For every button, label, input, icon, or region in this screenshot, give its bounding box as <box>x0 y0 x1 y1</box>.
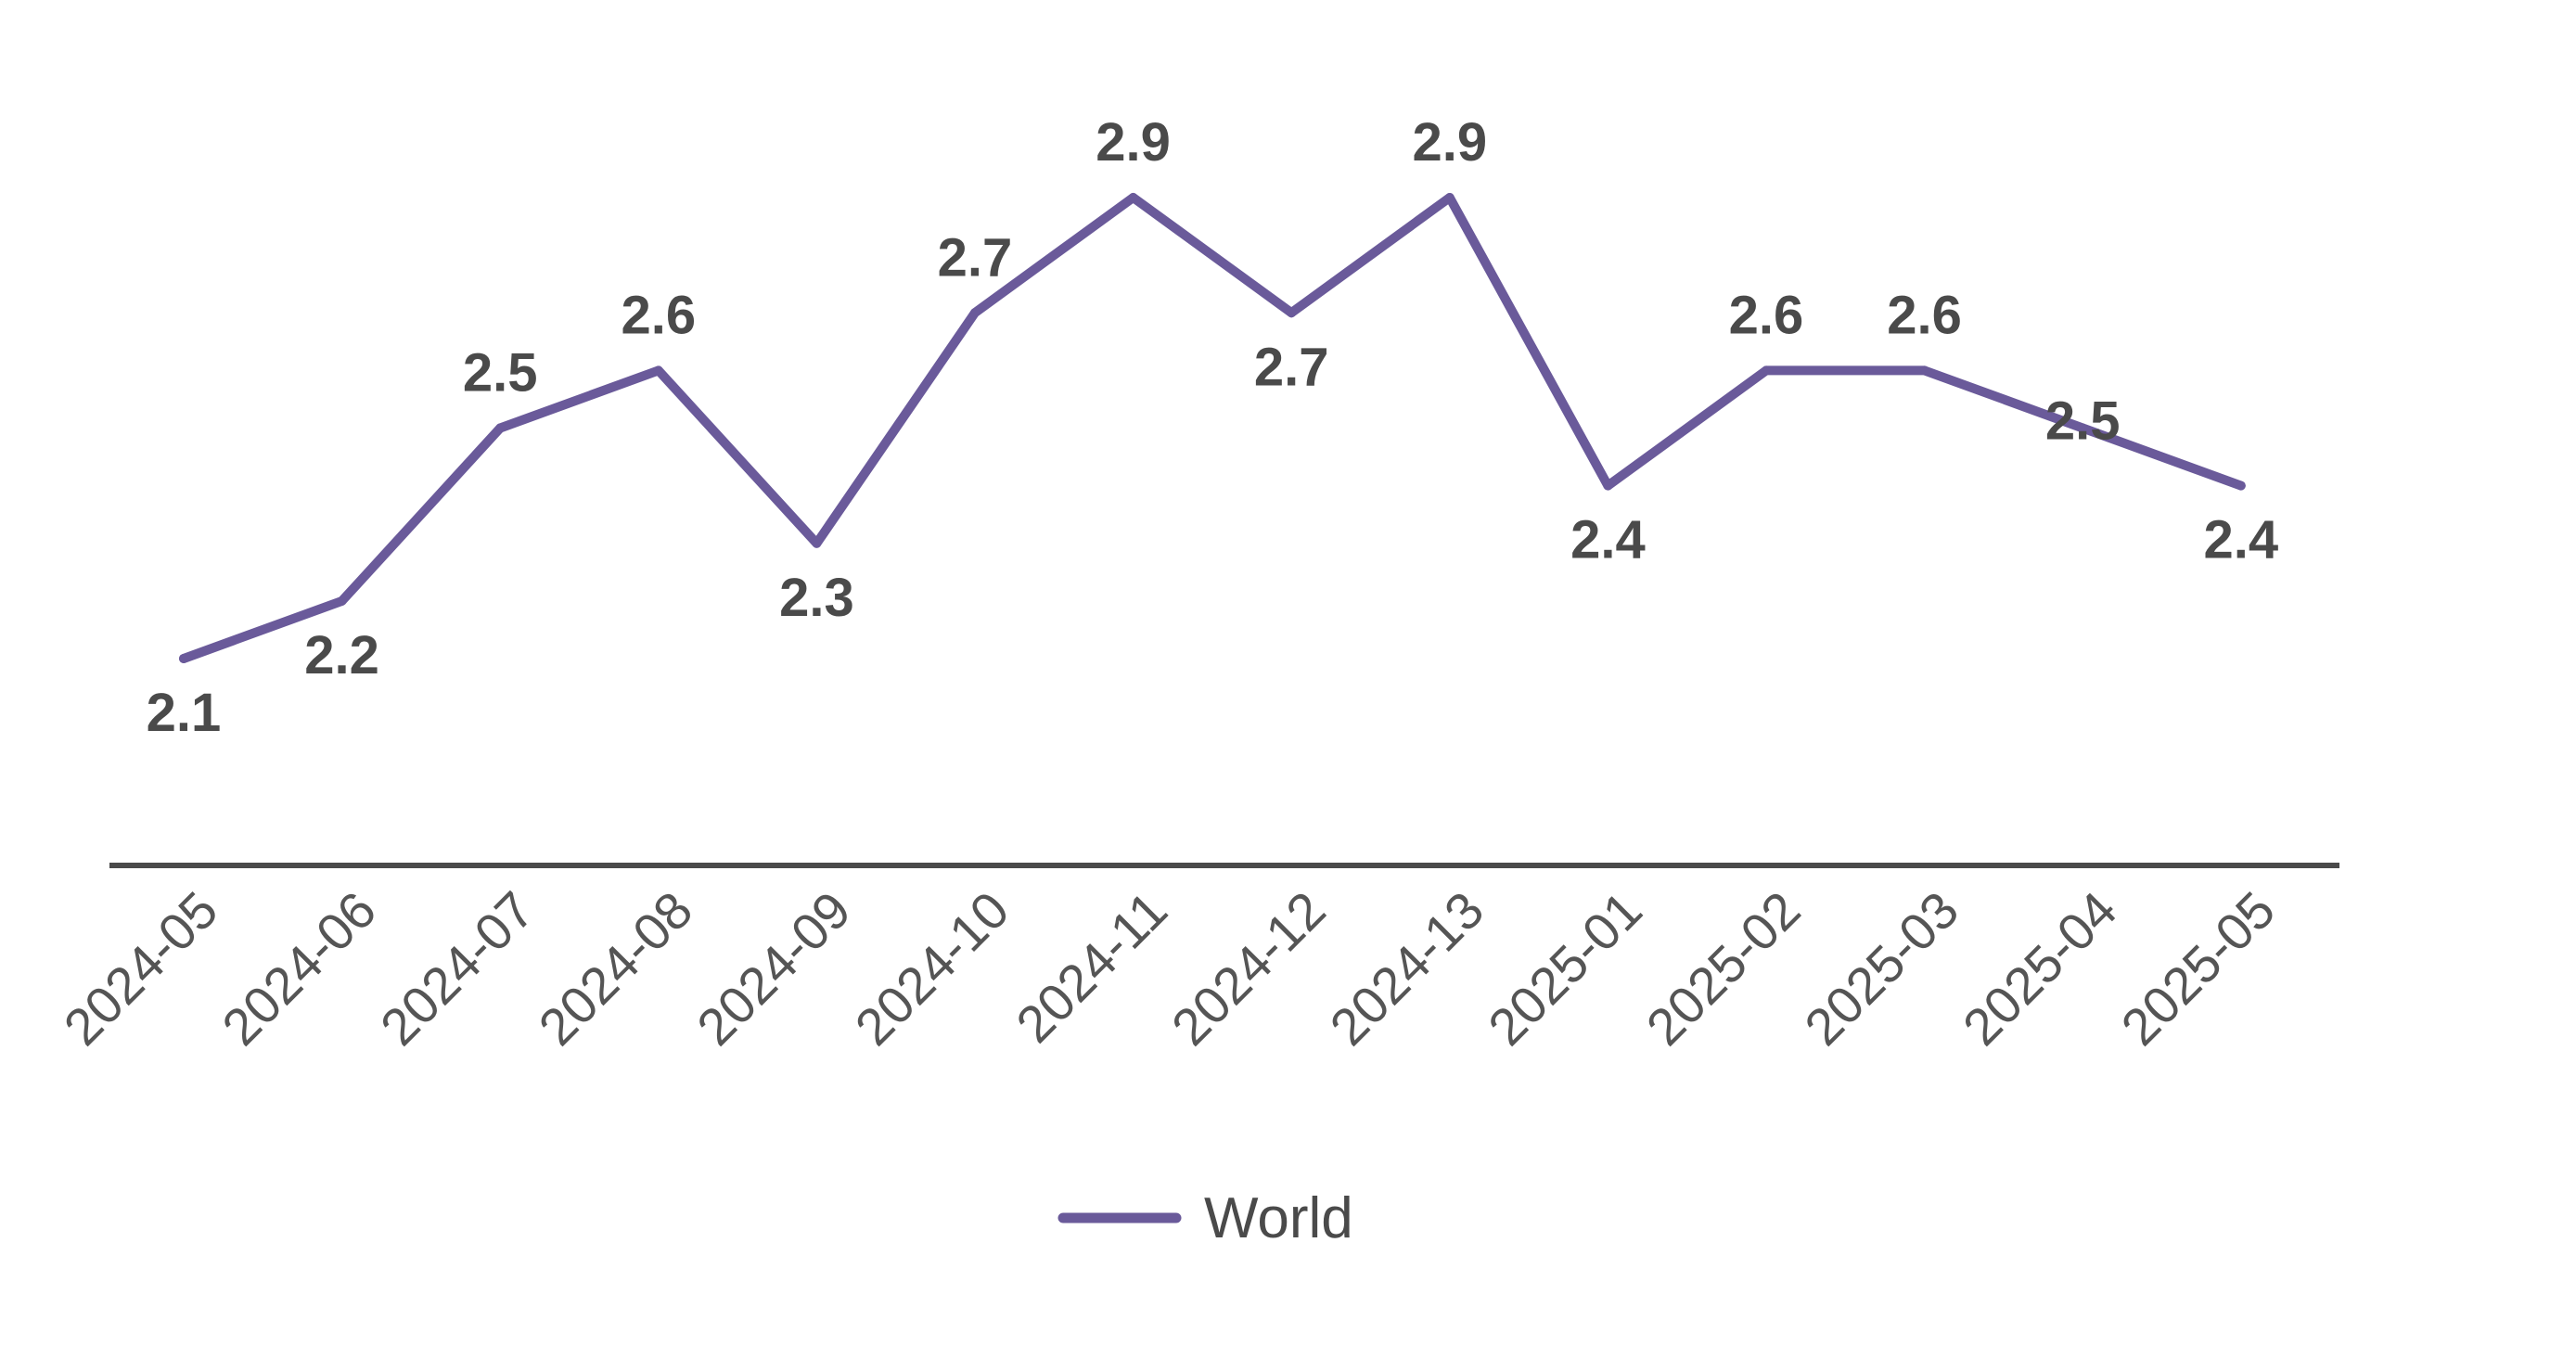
x-tick-label: 2024-10 <box>844 880 1020 1057</box>
x-tick-label: 2024-08 <box>527 880 703 1057</box>
data-point <box>1287 308 1297 318</box>
data-point <box>1128 193 1138 202</box>
data-label: 2.6 <box>1729 285 1804 345</box>
series-layer <box>179 193 2246 663</box>
data-point <box>653 365 663 376</box>
x-tick-labels: 2024-052024-062024-072024-082024-092024-… <box>53 880 2287 1057</box>
x-tick-label: 2025-02 <box>1635 880 1812 1057</box>
data-point <box>1603 480 1613 491</box>
series-line-world <box>179 193 2246 663</box>
data-point <box>970 308 980 318</box>
x-tick-label: 2024-11 <box>1005 880 1178 1054</box>
data-point <box>1762 365 1771 376</box>
data-labels: 2.1 2.2 2.5 2.6 2.3 2.7 2.9 2.7 2.9 2.4 2.6 2.6 2.5 2… <box>147 112 2278 743</box>
data-point <box>1444 193 1455 202</box>
data-label: 2.4 <box>2203 510 2278 570</box>
x-tick-label: 2024-07 <box>369 880 545 1057</box>
data-point <box>337 596 347 606</box>
data-point <box>812 538 822 548</box>
legend: World <box>1057 1186 1353 1250</box>
data-label: 2.6 <box>1887 285 1962 345</box>
data-label: 2.4 <box>1570 510 1646 570</box>
data-label: 2.5 <box>2045 391 2121 452</box>
data-point <box>1919 365 1929 376</box>
data-label: 2.9 <box>1412 112 1487 173</box>
data-label: 2.2 <box>304 625 379 685</box>
data-point <box>2236 480 2246 491</box>
data-point <box>2078 423 2088 433</box>
data-label: 2.5 <box>463 343 538 404</box>
x-tick-label: 2025-05 <box>2109 880 2286 1057</box>
data-label: 2.7 <box>938 227 1013 288</box>
x-tick-label: 2024-06 <box>211 880 387 1057</box>
data-label: 2.6 <box>621 285 696 345</box>
data-point <box>179 654 188 663</box>
data-label: 2.9 <box>1096 112 1171 173</box>
data-point <box>495 423 506 433</box>
x-tick-label: 2025-03 <box>1793 880 1969 1057</box>
data-label: 2.1 <box>147 683 222 743</box>
x-tick-label: 2024-05 <box>53 880 229 1057</box>
x-tick-label: 2025-01 <box>1477 880 1653 1057</box>
data-label: 2.7 <box>1254 337 1329 397</box>
x-tick-label: 2024-09 <box>686 880 862 1057</box>
data-label: 2.3 <box>779 568 854 628</box>
x-tick-label: 2025-04 <box>1952 880 2128 1057</box>
x-tick-label: 2024-12 <box>1160 880 1337 1057</box>
x-tick-label: 2024-13 <box>1318 880 1494 1057</box>
legend-label-world: World <box>1204 1186 1353 1250</box>
